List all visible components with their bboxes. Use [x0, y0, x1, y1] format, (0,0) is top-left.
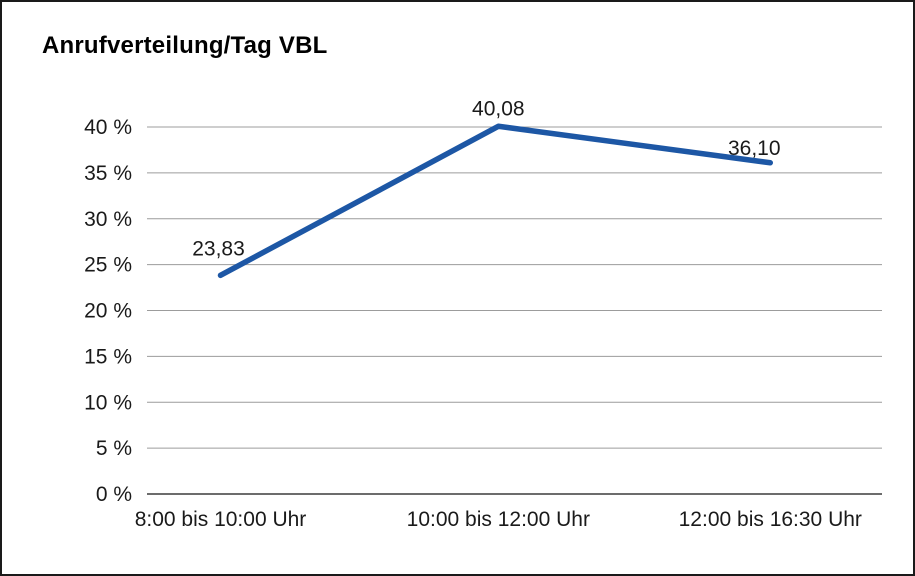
- x-tick-label: 10:00 bis 12:00 Uhr: [407, 508, 590, 531]
- y-tick-label: 10 %: [84, 391, 132, 414]
- y-tick-label: 20 %: [84, 300, 132, 323]
- series-line: [217, 123, 774, 279]
- x-tick-label: 8:00 bis 10:00 Uhr: [135, 508, 307, 531]
- x-tick-label: 12:00 bis 16:30 Uhr: [679, 508, 862, 531]
- y-tick-label: 25 %: [84, 254, 132, 277]
- chart-title: Anrufverteilung/Tag VBL: [42, 32, 328, 59]
- y-tick-label: 0 %: [96, 483, 132, 506]
- y-tick-label: 15 %: [84, 345, 132, 368]
- y-tick-label: 30 %: [84, 208, 132, 231]
- y-tick-label: 5 %: [96, 437, 132, 460]
- y-tick-label: 35 %: [84, 162, 132, 185]
- data-point-label: 23,83: [192, 237, 245, 260]
- data-point-label: 40,08: [472, 97, 525, 120]
- y-tick-label: 40 %: [84, 116, 132, 139]
- data-point-label: 36,10: [728, 137, 781, 160]
